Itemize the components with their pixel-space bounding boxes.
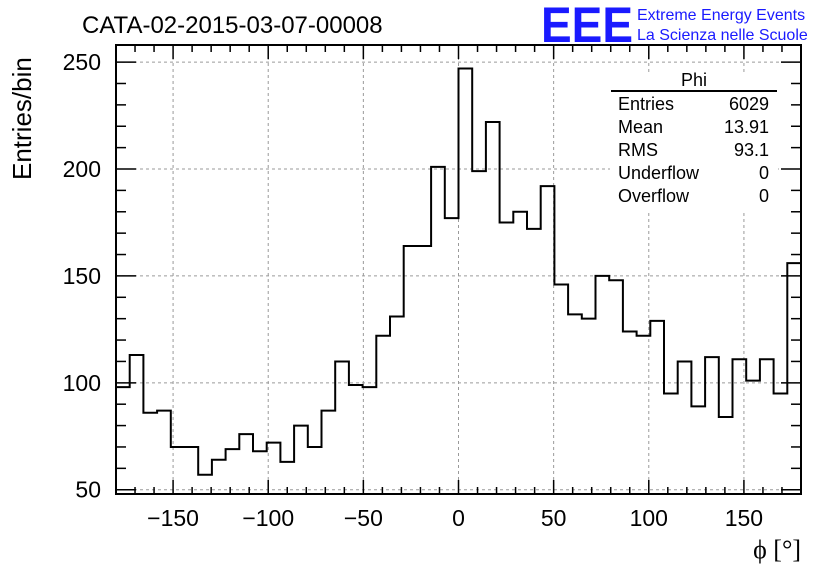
- x-tick-label-5: 100: [630, 505, 668, 531]
- histogram-bin-33: [568, 314, 582, 494]
- histogram-bin-0: [116, 387, 130, 494]
- histogram-bin-48: [774, 394, 788, 494]
- histogram-bin-5: [185, 447, 199, 494]
- histogram-bin-1: [130, 355, 144, 494]
- histogram-bin-39: [650, 321, 664, 494]
- histogram-bin-19: [376, 336, 390, 494]
- histogram-bin-23: [431, 167, 445, 494]
- histogram-bin-2: [143, 413, 157, 494]
- stats-value-rms: 93.1: [734, 140, 769, 160]
- histogram-bin-25: [459, 69, 473, 494]
- logo-letters: EEE: [541, 0, 633, 53]
- histogram-bin-28: [500, 222, 514, 494]
- y-tick-label-0: 50: [75, 477, 101, 503]
- chart-title: CATA-02-2015-03-07-00008: [82, 12, 383, 39]
- histogram-bin-24: [445, 218, 459, 494]
- histogram-bin-13: [294, 426, 308, 494]
- histogram-bin-6: [198, 475, 212, 494]
- x-tick-label-1: −100: [242, 505, 294, 531]
- histogram-bin-31: [541, 186, 555, 494]
- histogram-bin-44: [719, 417, 733, 494]
- histogram-bin-42: [691, 406, 705, 494]
- histogram-bin-16: [335, 361, 349, 494]
- histogram-bin-3: [157, 411, 171, 494]
- histogram-bin-38: [637, 336, 651, 494]
- stats-value-mean: 13.91: [724, 117, 769, 137]
- y-axis-ticks: [116, 61, 801, 491]
- stats-value-overflow: 0: [759, 186, 769, 206]
- x-tick-label-4: 50: [541, 505, 567, 531]
- stats-value-underflow: 0: [759, 163, 769, 183]
- y-axis-label: Entries/bin: [7, 57, 37, 180]
- histogram-bin-46: [746, 381, 760, 494]
- histogram-bin-27: [486, 122, 500, 494]
- histogram-bin-17: [349, 385, 363, 494]
- plot-frame: [115, 44, 802, 495]
- stats-rows: Entries 6029 Mean 13.91 RMS 93.1 Underflow 0 Ove…: [618, 94, 769, 206]
- x-tick-labels: −150 −100 −50 0 50 100 150: [147, 505, 763, 531]
- x-tick-label-2: −50: [344, 505, 383, 531]
- stats-label-rms: RMS: [618, 140, 658, 160]
- stats-label-underflow: Underflow: [618, 163, 700, 183]
- y-tick-label-4: 250: [63, 49, 101, 75]
- x-tick-label-6: 150: [725, 505, 763, 531]
- histogram-bin-26: [472, 171, 486, 494]
- histogram-bin-14: [308, 447, 322, 494]
- stats-box-background: [610, 72, 778, 212]
- stats-value-entries: 6029: [729, 94, 769, 114]
- y-tick-label-2: 150: [63, 263, 101, 289]
- histogram-bin-7: [212, 460, 226, 494]
- histogram-bin-22: [417, 246, 431, 494]
- histogram-bin-43: [705, 357, 719, 494]
- histogram-bin-18: [363, 387, 377, 494]
- histogram-bin-10: [253, 451, 267, 494]
- histogram-bin-47: [760, 359, 774, 494]
- histogram-outline: [115, 67, 802, 494]
- histogram-bin-34: [582, 319, 596, 494]
- logo-line2: La Scienza nelle Scuole: [637, 27, 808, 44]
- x-tick-label-3: 0: [452, 505, 465, 531]
- y-tick-labels: 50 100 150 200 250: [63, 49, 101, 503]
- eee-logo: EEE Extreme Energy Events La Scienza nel…: [541, 0, 808, 53]
- histogram-bin-29: [513, 212, 527, 494]
- stats-label-mean: Mean: [618, 117, 663, 137]
- x-tick-label-0: −150: [147, 505, 199, 531]
- histogram-bin-21: [404, 246, 418, 494]
- histogram-bin-32: [554, 284, 568, 494]
- histogram-bin-15: [322, 411, 336, 494]
- logo-line1: Extreme Energy Events: [637, 7, 805, 24]
- histogram-bin-37: [623, 332, 637, 494]
- histogram-bin-40: [664, 394, 678, 494]
- histogram-bin-20: [390, 317, 404, 494]
- histogram-bin-35: [596, 276, 610, 494]
- histogram-bin-30: [527, 229, 541, 494]
- stats-box: Phi Entries 6029 Mean 13.91 RMS 93.1 Underflow…: [610, 70, 778, 212]
- stats-label-entries: Entries: [618, 94, 674, 114]
- stats-header: Phi: [681, 70, 707, 90]
- histogram-bin-8: [226, 449, 240, 494]
- histogram-bin-41: [678, 361, 692, 494]
- stats-label-overflow: Overflow: [618, 186, 690, 206]
- histogram-bin-9: [239, 434, 253, 494]
- y-tick-label-3: 200: [63, 156, 101, 182]
- y-tick-label-1: 100: [63, 370, 101, 396]
- histogram-bin-36: [609, 280, 623, 494]
- x-axis-label: ϕ [°]: [753, 535, 801, 564]
